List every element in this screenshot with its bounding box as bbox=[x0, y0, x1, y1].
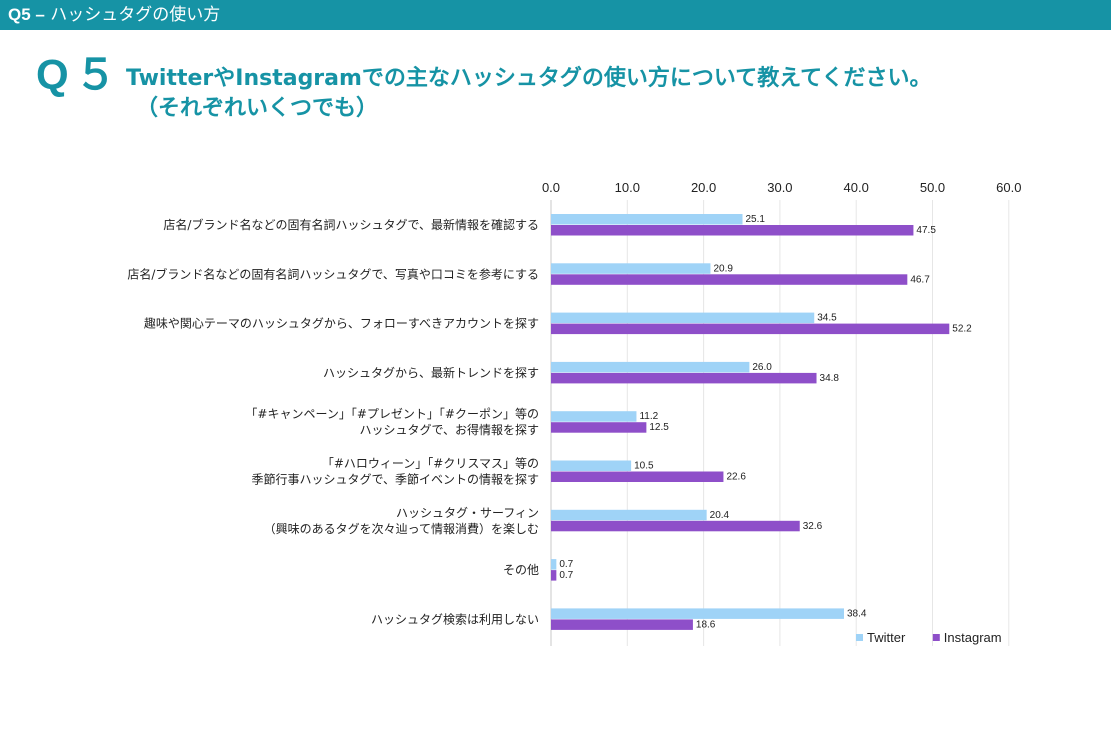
data-label: 20.9 bbox=[713, 263, 733, 274]
header-bar-label: ハッシュタグの使い方 bbox=[50, 5, 221, 25]
x-tick-label: 10.0 bbox=[615, 180, 640, 195]
data-label: 26.0 bbox=[752, 362, 772, 373]
data-label: 22.6 bbox=[726, 472, 746, 483]
bar-twitter bbox=[551, 312, 815, 324]
data-label: 25.1 bbox=[746, 214, 766, 225]
category-label: 季節行事ハッシュタグで、季節イベントの情報を探す bbox=[251, 472, 539, 487]
data-label: 10.5 bbox=[634, 461, 654, 472]
bar-instagram bbox=[551, 471, 724, 482]
bar-instagram bbox=[551, 570, 557, 581]
x-tick-label: 60.0 bbox=[996, 180, 1021, 195]
question-number: Q５ bbox=[36, 51, 123, 98]
category-label: ハッシュタグ・サーフィン bbox=[396, 506, 539, 520]
bar-instagram bbox=[551, 520, 800, 532]
category-label: ハッシュタグで、お得情報を探す bbox=[359, 422, 539, 437]
bar-twitter bbox=[551, 559, 557, 570]
bar-instagram bbox=[551, 225, 914, 236]
x-tick-label: 40.0 bbox=[844, 180, 869, 195]
bar-instagram bbox=[551, 619, 693, 630]
data-label: 20.4 bbox=[710, 510, 730, 521]
data-label: 32.6 bbox=[803, 521, 823, 532]
data-label: 52.2 bbox=[952, 324, 972, 335]
x-tick-label: 0.0 bbox=[542, 180, 560, 195]
legend-label-instagram: Instagram bbox=[944, 630, 1002, 645]
header-bar-prefix: Q5 – bbox=[8, 5, 45, 24]
bar-instagram bbox=[551, 274, 908, 285]
bar-instagram bbox=[551, 323, 950, 335]
category-label: 「#ハロウィーン」「#クリスマス」等の bbox=[322, 457, 539, 471]
bar-twitter bbox=[551, 361, 750, 373]
legend-swatch-instagram bbox=[932, 634, 940, 641]
category-label: 「#キャンペーン」「#プレゼント」「#クーポン」等の bbox=[245, 407, 539, 421]
bar-twitter bbox=[551, 214, 743, 225]
data-label: 0.7 bbox=[559, 559, 573, 570]
x-tick-label: 20.0 bbox=[691, 180, 716, 195]
category-label: ハッシュタグから、最新トレンドを探す bbox=[323, 365, 539, 380]
bar-twitter bbox=[551, 460, 632, 471]
data-label: 18.6 bbox=[696, 619, 716, 630]
question-line-1: TwitterやInstagramでの主なハッシュタグの使い方について教えてくだ… bbox=[126, 66, 932, 91]
data-label: 38.4 bbox=[847, 608, 867, 619]
x-tick-label: 30.0 bbox=[767, 180, 792, 195]
header-bar-title: Q5 – ハッシュタグの使い方 bbox=[8, 4, 220, 26]
category-label: 店名/ブランド名などの固有名詞ハッシュタグで、最新情報を確認する bbox=[163, 217, 539, 232]
data-label: 12.5 bbox=[649, 422, 669, 433]
question-line-2: （それぞれいくつでも） bbox=[136, 96, 379, 121]
category-label: その他 bbox=[503, 563, 539, 577]
data-label: 34.5 bbox=[817, 313, 837, 324]
bar-twitter bbox=[551, 263, 711, 274]
bar-twitter bbox=[551, 608, 844, 619]
bar-twitter bbox=[551, 509, 707, 521]
data-label: 11.2 bbox=[639, 411, 658, 422]
header-bar: Q5 – ハッシュタグの使い方 bbox=[0, 0, 1111, 30]
data-label: 46.7 bbox=[910, 274, 930, 285]
category-label: （興味のあるタグを次々辿って情報消費）を楽しむ bbox=[264, 521, 539, 536]
question-title: TwitterやInstagramでの主なハッシュタグの使い方について教えてくだ… bbox=[126, 64, 932, 124]
category-label: 趣味や関心テーマのハッシュタグから、フォローすべきアカウントを探す bbox=[144, 316, 539, 331]
bar-instagram bbox=[551, 372, 817, 384]
data-label: 34.8 bbox=[820, 373, 840, 384]
data-label: 0.7 bbox=[559, 570, 573, 581]
bar-instagram bbox=[551, 422, 647, 433]
legend-label-twitter: Twitter bbox=[867, 630, 906, 645]
bar-twitter bbox=[551, 411, 637, 422]
category-label: 店名/ブランド名などの固有名詞ハッシュタグで、写真や口コミを参考にする bbox=[127, 266, 539, 281]
x-tick-label: 50.0 bbox=[920, 180, 945, 195]
legend-swatch-twitter bbox=[856, 634, 863, 641]
category-label: ハッシュタグ検索は利用しない bbox=[371, 612, 539, 626]
data-label: 47.5 bbox=[916, 225, 936, 236]
